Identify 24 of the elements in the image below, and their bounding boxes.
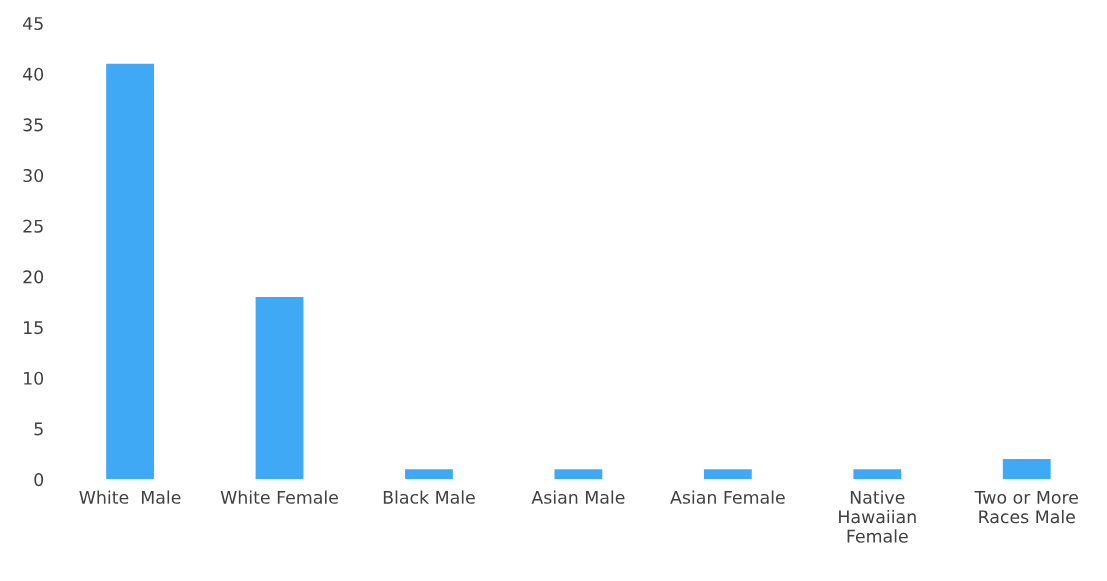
x-tick-label: White Male (79, 490, 181, 504)
bar (1002, 459, 1051, 480)
y-tick-label: 0 (34, 473, 44, 487)
bar (106, 63, 154, 480)
x-tick-label: Two or More Races Male (974, 490, 1079, 524)
bar (703, 469, 752, 480)
y-tick-label: 35 (23, 118, 43, 132)
y-tick-label: 5 (34, 422, 43, 436)
y-tick-label: 10 (24, 371, 44, 385)
bar (853, 469, 902, 480)
y-tick-label: 15 (24, 321, 43, 335)
x-tick-label: Asian Male (531, 490, 625, 504)
y-tick-label: 20 (23, 270, 44, 284)
x-tick-label: Native Hawaiian Female (839, 490, 916, 543)
x-tick-label: White Female (220, 490, 338, 504)
x-tick-label: Asian Female (670, 490, 785, 504)
bar (405, 469, 453, 480)
y-tick-label: 45 (23, 17, 43, 31)
bar (554, 469, 603, 480)
y-tick-label: 40 (23, 67, 44, 81)
y-tick-label: 30 (23, 168, 44, 183)
y-tick-label: 25 (23, 219, 43, 233)
x-tick-label: Black Male (383, 490, 475, 504)
bar (255, 296, 304, 480)
